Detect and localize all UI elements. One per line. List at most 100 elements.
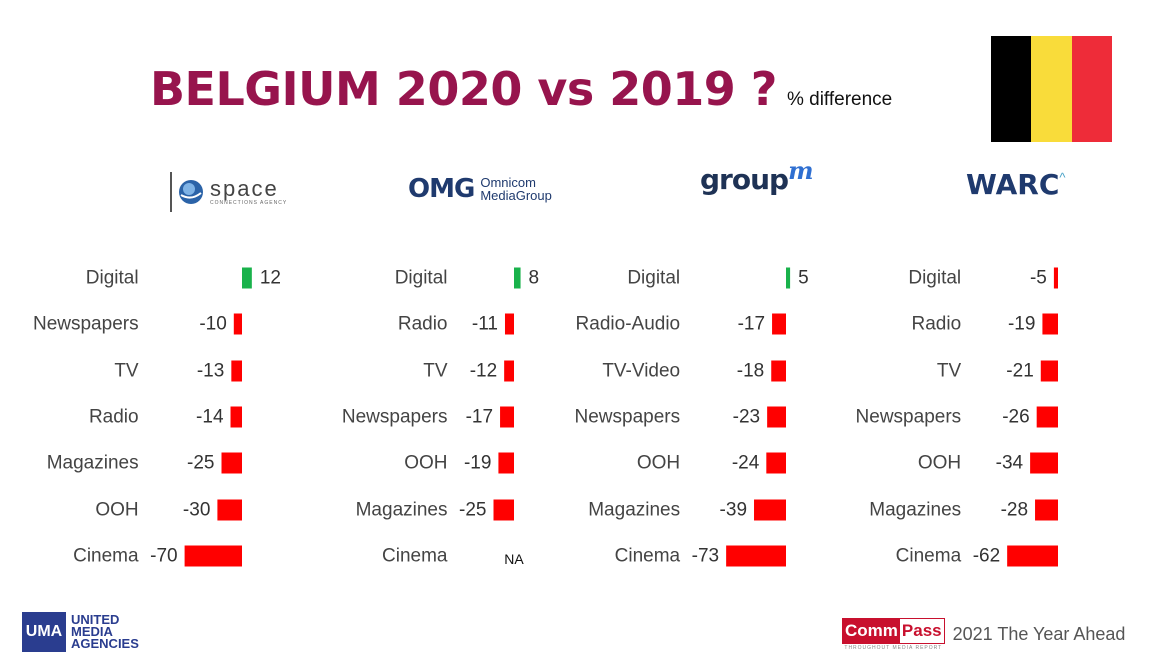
value-label: -13 <box>197 361 224 382</box>
value-label: -18 <box>737 361 764 382</box>
value-label: -28 <box>1001 500 1028 521</box>
value-label: -73 <box>692 546 719 567</box>
space-logo: space CONNECTIONS AGENCY <box>170 172 287 212</box>
space-name: space <box>210 176 279 201</box>
uma-logo: UMA UNITED MEDIA AGENCIES <box>22 612 139 652</box>
globe-icon <box>179 180 203 204</box>
category-label: TV <box>114 361 139 382</box>
bar-negative <box>1040 360 1058 382</box>
category-label: OOH <box>404 453 447 474</box>
bar-positive <box>786 267 791 289</box>
value-label: -39 <box>720 500 747 521</box>
category-label: Magazines <box>47 453 139 474</box>
uma-line-1: UNITED <box>71 612 120 627</box>
bar-negative <box>184 545 242 567</box>
bar-negative <box>233 313 242 335</box>
bar-negative <box>493 499 514 521</box>
value-label: -14 <box>196 407 224 428</box>
category-label: Radio <box>912 314 962 335</box>
value-label: -19 <box>464 453 491 474</box>
space-tagline: CONNECTIONS AGENCY <box>210 200 288 206</box>
bar-negative <box>726 545 786 567</box>
category-label: Newspapers <box>575 407 681 428</box>
category-label: Digital <box>86 268 139 289</box>
year-ahead-text: 2021 The Year Ahead <box>952 624 1126 644</box>
groupm-sup: m <box>788 156 814 185</box>
value-label: -17 <box>738 314 765 335</box>
value-label: -25 <box>187 453 214 474</box>
bar-negative <box>767 406 786 428</box>
value-label: -10 <box>199 314 226 335</box>
category-label: Magazines <box>356 500 448 521</box>
bar-negative <box>772 313 786 335</box>
category-label: Cinema <box>896 546 962 567</box>
value-label: 8 <box>529 268 540 289</box>
bar-negative <box>766 452 786 474</box>
value-label: -23 <box>733 407 760 428</box>
value-label: NA <box>504 551 524 567</box>
flag-stripe-red <box>1071 36 1112 142</box>
bar-positive <box>242 267 252 289</box>
bar-negative <box>504 360 514 382</box>
uma-line-3: AGENCIES <box>71 636 139 651</box>
commpass-tagline: THROUGHOUT MEDIA REPORT <box>844 645 943 651</box>
category-label: OOH <box>95 500 138 521</box>
category-label: Newspapers <box>342 407 448 428</box>
category-label: Digital <box>908 268 961 289</box>
value-label: 5 <box>798 268 809 289</box>
category-label: Radio <box>398 314 448 335</box>
value-label: -25 <box>459 500 486 521</box>
bar-negative <box>1030 452 1058 474</box>
category-label: Magazines <box>588 500 680 521</box>
value-label: -26 <box>1002 407 1029 428</box>
bar-negative <box>1036 406 1058 428</box>
bar-negative <box>771 360 786 382</box>
category-label: Cinema <box>73 546 139 567</box>
bar-negative <box>1042 313 1058 335</box>
category-label: OOH <box>637 453 680 474</box>
value-label: -17 <box>466 407 493 428</box>
bar-negative <box>221 452 242 474</box>
commpass-b: Pass <box>899 619 944 643</box>
slide-title: BELGIUM 2020 vs 2019 ? % difference <box>150 62 892 132</box>
bar-negative <box>1053 267 1058 289</box>
category-label: Digital <box>395 268 448 289</box>
category-label: TV-Video <box>602 361 680 382</box>
omg-mark: OMG <box>408 174 475 204</box>
value-label: -70 <box>150 546 177 567</box>
groupm-logo: groupm <box>700 156 813 196</box>
uma-line-2: MEDIA <box>71 624 113 639</box>
flag-stripe-black <box>991 36 1032 142</box>
warc-logo: WARC^ <box>966 168 1066 201</box>
category-label: Cinema <box>382 546 448 567</box>
category-label: Digital <box>627 268 680 289</box>
commpass-logo: Comm Pass THROUGHOUT MEDIA REPORT 2021 T… <box>842 618 1125 651</box>
commpass-a: Comm <box>843 619 900 643</box>
omg-line1: Omnicom <box>480 175 536 190</box>
value-label: -24 <box>732 453 760 474</box>
value-label: -34 <box>996 453 1024 474</box>
value-label: 12 <box>260 268 281 289</box>
category-label: TV <box>937 361 962 382</box>
bar-negative <box>230 406 242 428</box>
category-label: OOH <box>918 453 961 474</box>
value-label: -62 <box>973 546 1000 567</box>
category-label: Magazines <box>869 500 961 521</box>
belgium-flag <box>991 36 1112 142</box>
bar-negative <box>754 499 786 521</box>
groupm-main: group <box>700 163 789 196</box>
uma-box: UMA <box>22 612 66 652</box>
bar-negative <box>500 406 514 428</box>
bar-positive <box>514 267 521 289</box>
category-label: Radio <box>89 407 139 428</box>
title-subtitle: % difference <box>786 89 893 110</box>
value-label: -11 <box>472 314 498 335</box>
bar-negative <box>217 499 242 521</box>
value-label: -21 <box>1006 361 1033 382</box>
category-label: Newspapers <box>33 314 139 335</box>
space-divider <box>170 172 172 212</box>
value-label: -19 <box>1008 314 1035 335</box>
warc-caret-icon: ^ <box>1059 170 1066 185</box>
value-label: -12 <box>470 361 497 382</box>
bar-negative <box>231 360 242 382</box>
